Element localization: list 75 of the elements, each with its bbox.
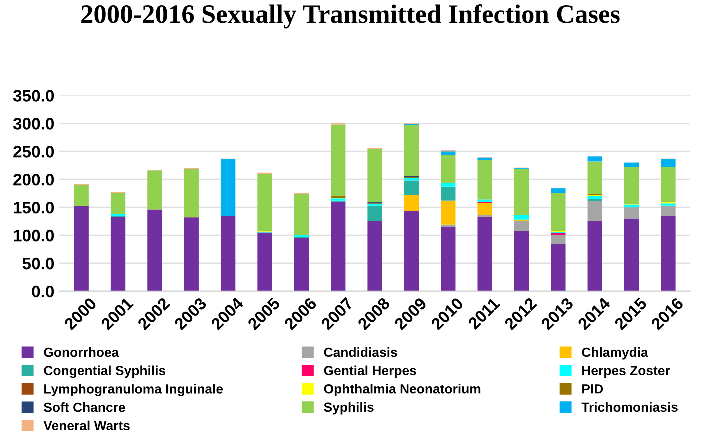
bar xyxy=(148,170,162,210)
legend-label: PID xyxy=(582,384,604,394)
chart-title: 2000-2016 Sexually Transmitted Infection Cases xyxy=(82,4,620,29)
bar xyxy=(368,222,382,292)
bar xyxy=(551,193,566,232)
bar xyxy=(148,210,162,292)
bar xyxy=(551,244,566,292)
bar xyxy=(404,211,420,292)
bar xyxy=(661,167,676,202)
bar xyxy=(74,185,89,206)
legend-label: Congential Syphilis xyxy=(44,366,166,378)
bar xyxy=(184,170,199,218)
bar xyxy=(661,216,676,292)
bar xyxy=(441,200,456,225)
bar xyxy=(331,202,346,292)
bar xyxy=(74,206,89,292)
legend-label: Lymphogranuloma Inguinale xyxy=(44,384,224,397)
legend-label: Gential Herpes xyxy=(324,366,416,378)
bar xyxy=(588,156,602,162)
bar xyxy=(588,201,602,222)
bar xyxy=(478,158,492,160)
bar xyxy=(404,180,420,196)
bar xyxy=(661,206,676,216)
bar xyxy=(624,162,640,168)
legend-label: Gonorrhoea xyxy=(44,347,120,358)
legend-label: Chlamydia xyxy=(582,347,648,360)
bar xyxy=(514,220,530,232)
bar xyxy=(478,203,492,216)
bar xyxy=(368,149,382,203)
bar xyxy=(514,215,530,220)
bar xyxy=(331,124,346,196)
bar xyxy=(404,125,420,176)
y-tick-label: 50.0 xyxy=(22,258,54,270)
bar xyxy=(441,186,456,201)
bar xyxy=(220,159,236,216)
bar xyxy=(551,188,566,194)
bar xyxy=(624,218,640,292)
bar xyxy=(514,168,530,216)
bar xyxy=(588,162,602,194)
bar xyxy=(478,160,492,200)
bar xyxy=(441,156,456,184)
bar xyxy=(441,152,456,156)
bar xyxy=(368,206,382,222)
legend-label: Herpes Zoster xyxy=(582,366,670,378)
bar xyxy=(404,195,420,212)
y-tick-label: 250.0 xyxy=(14,146,54,158)
bar xyxy=(294,238,310,292)
bar xyxy=(588,222,602,292)
bar xyxy=(294,194,310,236)
bar xyxy=(624,167,640,204)
legend-label: Trichomoniasis xyxy=(582,402,678,412)
legend-label: Candidiasis xyxy=(324,347,398,358)
bar xyxy=(184,218,199,292)
legend-label: Syphilis xyxy=(324,402,374,415)
legend-label: Ophthalmia Neonatorium xyxy=(324,384,481,396)
y-tick-label: 300.0 xyxy=(13,118,54,130)
bar xyxy=(110,193,126,214)
legend-label: Veneral Warts xyxy=(44,420,130,431)
bar xyxy=(441,184,456,187)
y-tick-label: 350.0 xyxy=(13,90,54,102)
bar xyxy=(258,174,272,232)
bar xyxy=(624,208,640,219)
bar xyxy=(551,234,566,244)
legend-label: Soft Chancre xyxy=(44,402,126,412)
bar xyxy=(110,217,126,292)
bar xyxy=(661,159,676,168)
y-tick-label: 150.0 xyxy=(14,202,54,214)
y-tick-label: 200.0 xyxy=(14,174,54,186)
bar xyxy=(220,216,236,292)
y-tick-label: 0.0 xyxy=(32,286,54,298)
bar xyxy=(478,217,492,292)
bar xyxy=(258,232,272,292)
bar xyxy=(441,227,456,292)
y-tick-label: 100.0 xyxy=(14,230,54,242)
bar xyxy=(514,231,530,292)
